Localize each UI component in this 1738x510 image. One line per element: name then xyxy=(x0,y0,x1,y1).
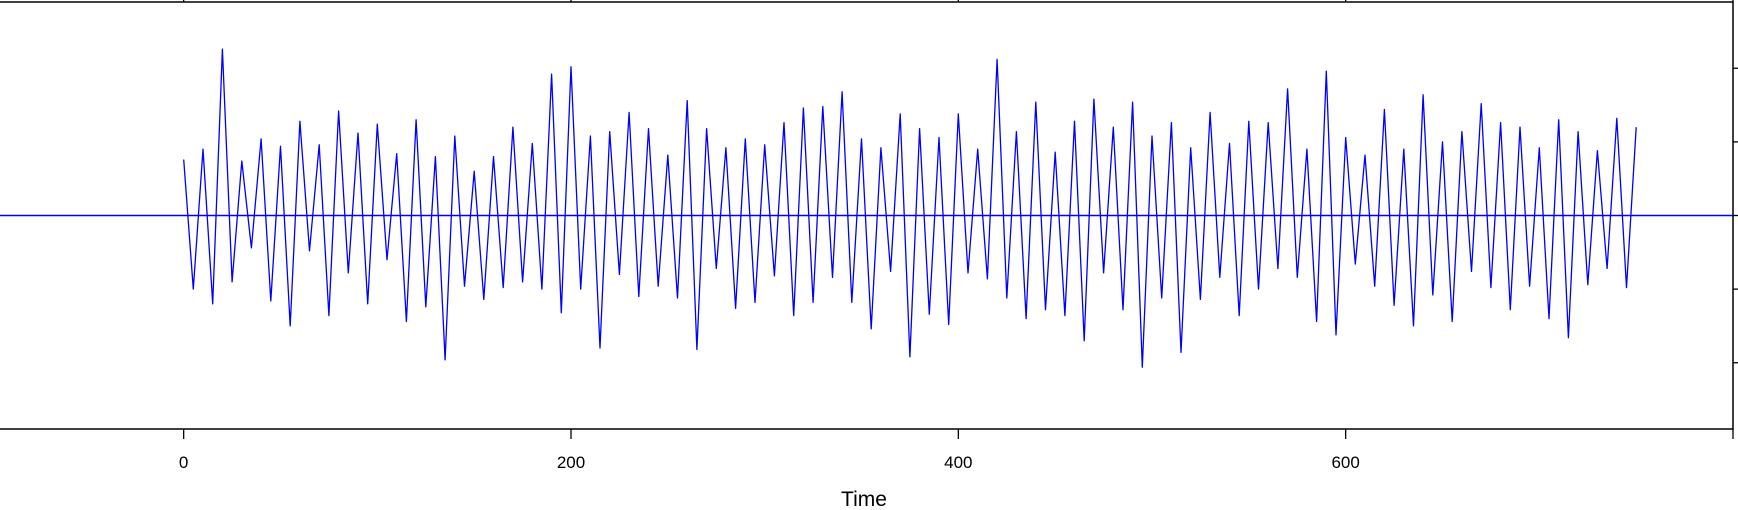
right-axis-ticks xyxy=(1733,67,1738,364)
x-tick-label: 600 xyxy=(1331,453,1359,472)
series-line xyxy=(183,48,1637,368)
top-axis-ticks xyxy=(183,0,1734,2)
x-tick-label: 0 xyxy=(179,453,188,472)
x-axis-title: Time xyxy=(841,488,887,510)
x-axis-ticks xyxy=(183,429,1734,439)
x-tick-labels: 0 200 400 600 xyxy=(179,453,1360,472)
x-tick-label: 200 xyxy=(557,453,585,472)
x-tick-label: 400 xyxy=(944,453,972,472)
